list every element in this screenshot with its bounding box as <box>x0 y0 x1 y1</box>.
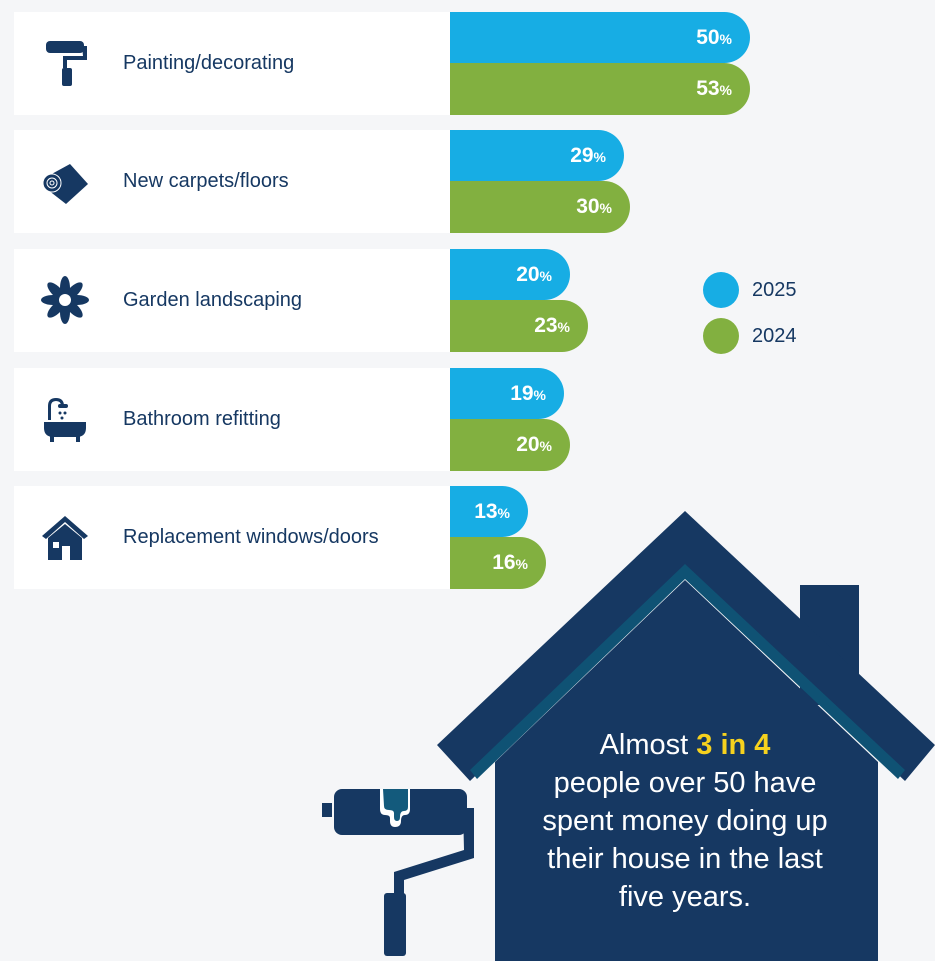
callout-highlight: 3 in 4 <box>696 729 771 761</box>
paint-roller-illustration <box>322 789 474 956</box>
data-label: 16 <box>492 551 516 574</box>
bar-2025: 50% <box>450 12 750 63</box>
data-label: 30 <box>576 195 600 218</box>
percent-sign: % <box>593 149 606 165</box>
bar-2024: 20% <box>450 419 570 471</box>
category-row: Bathroom refitting <box>14 368 450 471</box>
category-row: New carpets/floors <box>14 130 450 233</box>
percent-sign: % <box>533 387 546 403</box>
house-icon <box>42 516 88 560</box>
data-label: 20 <box>516 263 540 286</box>
bathtub-icon <box>44 398 86 442</box>
category-label: New carpets/floors <box>123 170 289 192</box>
legend-label: 2025 <box>752 278 797 301</box>
category-row: Replacement windows/doors <box>14 486 450 589</box>
paint-roller-icon <box>46 41 87 86</box>
legend-label: 2024 <box>752 324 797 347</box>
category-label: Bathroom refitting <box>123 408 281 430</box>
data-label: 50 <box>696 26 720 49</box>
callout-text: Almost 3 in 4 people over 50 have spent … <box>525 726 845 916</box>
bar-2025: 19% <box>450 368 564 419</box>
bar-2025: 20% <box>450 249 570 300</box>
percent-sign: % <box>515 556 528 572</box>
house-wall <box>495 580 878 961</box>
flower-icon <box>41 276 89 324</box>
data-label: 20 <box>516 433 540 456</box>
percent-sign: % <box>539 438 552 454</box>
bar-2025: 29% <box>450 130 624 181</box>
data-label: 19 <box>510 382 534 405</box>
bar-2025: 13% <box>450 486 528 537</box>
data-label: 53 <box>696 77 720 100</box>
category-row: Painting/decorating <box>14 12 450 115</box>
bar-2024: 30% <box>450 181 630 233</box>
category-row: Garden landscaping <box>14 249 450 352</box>
legend-swatch-2025 <box>703 272 739 308</box>
data-label: 13 <box>474 500 498 523</box>
percent-sign: % <box>719 82 732 98</box>
category-label: Replacement windows/doors <box>123 526 379 548</box>
percent-sign: % <box>557 319 570 335</box>
legend-item-2024: 2024 <box>703 318 797 354</box>
callout-rest: people over 50 have spent money doing up… <box>542 767 828 913</box>
carpet-roll-icon <box>42 164 88 204</box>
legend-swatch-2024 <box>703 318 739 354</box>
category-label: Garden landscaping <box>123 289 303 311</box>
percent-sign: % <box>497 505 510 521</box>
percent-sign: % <box>539 268 552 284</box>
bar-2024: 23% <box>450 300 588 352</box>
percent-sign: % <box>719 31 732 47</box>
data-label: 29 <box>570 144 594 167</box>
data-label: 23 <box>534 314 558 337</box>
category-label: Painting/decorating <box>123 52 295 74</box>
percent-sign: % <box>599 200 612 216</box>
bar-2024: 16% <box>450 537 546 589</box>
bar-2024: 53% <box>450 63 750 115</box>
callout-prefix: Almost <box>599 729 697 761</box>
legend-item-2025: 2025 <box>703 272 797 308</box>
